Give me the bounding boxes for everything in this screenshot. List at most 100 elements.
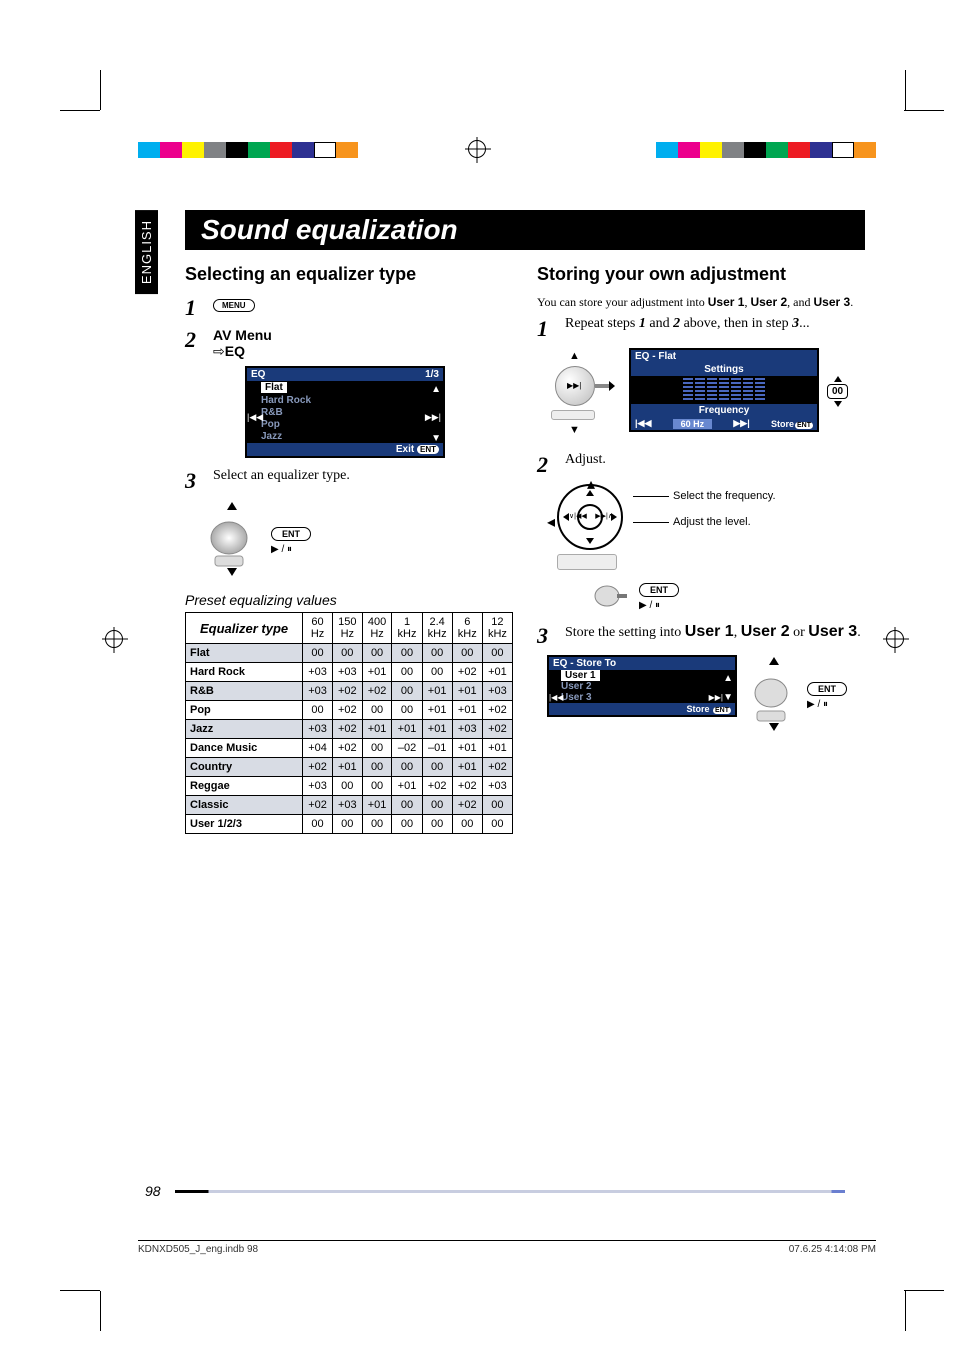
lcd-store-menu: EQ - Store To User 1User 2User 3 ▲ ▼ |◀◀… [547, 655, 737, 717]
ent-button-icon: ENT [639, 583, 679, 597]
table-cell: +02 [452, 777, 482, 796]
menu-button-icon: MENU [213, 299, 255, 312]
table-cell: 00 [452, 644, 482, 663]
down-arrow-icon: ▼ [431, 433, 441, 444]
table-row-header: Jazz [186, 720, 303, 739]
play-icon: ▶ / ⏸ [271, 544, 311, 555]
lcd-list-item: Jazz [247, 431, 443, 442]
table-col-header: 400Hz [362, 613, 392, 644]
page-title: Sound equalization [185, 210, 865, 250]
table-cell: 00 [422, 758, 452, 777]
play-icon: ▶ / ⏸ [639, 600, 679, 611]
arrow-icon: ⇨ [213, 343, 225, 359]
down-arrow-icon: ▼ [723, 692, 733, 703]
table-row-header: R&B [186, 682, 303, 701]
table-cell: +03 [482, 682, 512, 701]
table-row-header: Reggae [186, 777, 303, 796]
section-heading-select: Selecting an equalizer type [185, 264, 513, 285]
registration-mark [468, 140, 486, 158]
table-cell: 00 [392, 682, 422, 701]
prev-icon: ∨|◀◀ [569, 512, 587, 520]
table-cell: +01 [362, 720, 392, 739]
store-label: Store [771, 419, 794, 429]
crop-mark [904, 1290, 944, 1291]
color-bar [656, 142, 876, 158]
table-col-header: 60Hz [303, 613, 333, 644]
registration-mark [886, 630, 904, 648]
next-icon: ▶▶| [709, 693, 723, 702]
table-row-header: Dance Music [186, 739, 303, 758]
level-value: 00 [827, 384, 848, 399]
table-cell: +02 [303, 796, 333, 815]
next-icon: ▶▶|∧ [595, 512, 613, 520]
table-cell: 00 [362, 758, 392, 777]
table-cell: 00 [392, 796, 422, 815]
table-cell: 00 [332, 815, 362, 834]
table-cell: +01 [452, 701, 482, 720]
table-row: Jazz+03+02+01+01+01+03+02 [186, 720, 513, 739]
table-row: Flat00000000000000 [186, 644, 513, 663]
table-cell: 00 [392, 701, 422, 720]
table-cell: 00 [452, 815, 482, 834]
down-arrow-icon [834, 401, 842, 407]
crop-mark [60, 1290, 100, 1291]
table-cell: 00 [392, 663, 422, 682]
table-col-header: 6kHz [452, 613, 482, 644]
table-cell: 00 [482, 644, 512, 663]
next-icon: ▶▶| [425, 412, 441, 423]
ent-badge: ENT [713, 707, 731, 714]
lcd-list-item: R&B [247, 407, 443, 418]
step-number: 3 [185, 468, 205, 494]
step-number: 2 [537, 452, 557, 478]
lcd-freq-value: 60 Hz [673, 419, 713, 429]
step-text: Adjust. [565, 452, 606, 468]
lcd-list-item: User 3 [549, 692, 735, 703]
preset-heading: Preset equalizing values [185, 592, 513, 608]
table-cell: +04 [303, 739, 333, 758]
table-cell: +02 [422, 777, 452, 796]
table-cell: +01 [332, 758, 362, 777]
lcd-eq-menu: EQ 1/3 FlatHard RockR&BPopJazz ▲ ▼ |◀◀ ▶… [245, 366, 445, 458]
table-cell: +02 [482, 701, 512, 720]
lcd-list-item: User 2 [549, 681, 735, 692]
table-cell: +01 [422, 701, 452, 720]
play-icon: ▶ / ⏸ [807, 699, 847, 710]
ent-badge: ENT [795, 422, 813, 429]
table-row: R&B+03+02+0200+01+01+03 [186, 682, 513, 701]
table-cell: +01 [362, 796, 392, 815]
lcd-list-item: Hard Rock [247, 395, 443, 406]
table-cell: 00 [422, 815, 452, 834]
table-col-header: 2.4kHz [422, 613, 452, 644]
nav-label: Select the frequency. [629, 490, 776, 502]
lever-control-icon [205, 500, 259, 578]
table-cell: 00 [332, 644, 362, 663]
control-base [557, 554, 617, 570]
table-cell: +03 [303, 663, 333, 682]
up-arrow-icon: ▲ [723, 673, 733, 684]
lcd-title: EQ - Store To [549, 657, 735, 670]
crop-mark [100, 1291, 101, 1331]
table-row-header: Flat [186, 644, 303, 663]
table-cell: +02 [303, 758, 333, 777]
section-heading-store: Storing your own adjustment [537, 264, 865, 285]
crop-mark [905, 1291, 906, 1331]
table-cell: +02 [332, 720, 362, 739]
prev-icon: |◀◀ [549, 693, 563, 702]
table-cell: 00 [362, 701, 392, 720]
lcd-list-item: Flat [247, 381, 443, 394]
lcd-row: Settings [631, 363, 817, 376]
table-row-header: Pop [186, 701, 303, 720]
table-cell: +03 [303, 720, 333, 739]
table-col-header: 1kHz [392, 613, 422, 644]
table-cell: +01 [422, 682, 452, 701]
store-label: Store [686, 704, 709, 714]
table-cell: 00 [303, 701, 333, 720]
step-text: Select an equalizer type. [213, 468, 350, 484]
crop-mark [904, 110, 944, 111]
table-row-header: Classic [186, 796, 303, 815]
ent-button-icon: ENT [271, 527, 311, 541]
color-bar [138, 142, 358, 158]
ent-button-icon: ENT [807, 682, 847, 696]
page-footer: KDNXD505_J_eng.indb 98 07.6.25 4:14:08 P… [138, 1240, 876, 1255]
nav-control-icon: ∨|◀◀ ▶▶|∧ [557, 484, 623, 550]
